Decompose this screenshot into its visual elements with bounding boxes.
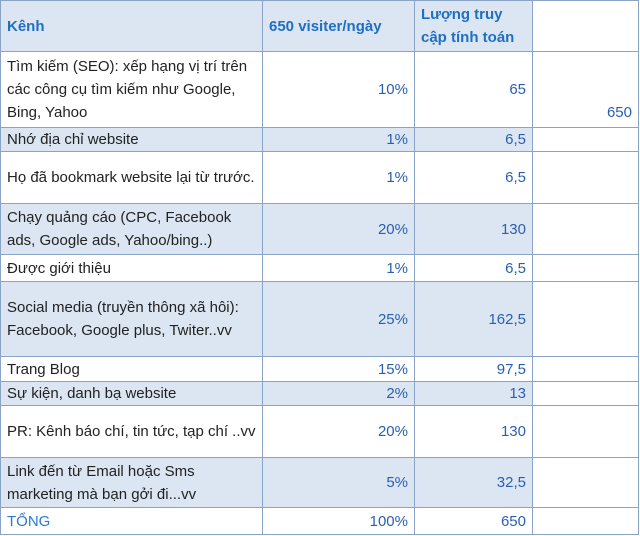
visits-cell: 6,5	[414, 254, 533, 282]
visits-cell: 130	[414, 405, 533, 458]
table-row: Sự kiện, danh bạ website 2% 13	[0, 381, 639, 406]
visits-cell: 6,5	[414, 151, 533, 204]
visits-cell: 13	[414, 381, 533, 406]
extra-cell	[532, 457, 639, 508]
extra-cell	[532, 203, 639, 255]
percent-cell: 25%	[262, 281, 415, 357]
total-label: TỔNG	[0, 507, 263, 535]
table-row: Tìm kiếm (SEO): xếp hạng vị trí trên các…	[0, 51, 639, 128]
table-row: Social media (truyền thông xã hôi): Face…	[0, 281, 639, 357]
table-row: Chạy quảng cáo (CPC, Facebook ads, Googl…	[0, 203, 639, 255]
percent-cell: 1%	[262, 254, 415, 282]
percent-cell: 10%	[262, 51, 415, 128]
percent-cell: 1%	[262, 151, 415, 204]
visits-cell: 65	[414, 51, 533, 128]
header-row: Kênh 650 visiter/ngày Lượng truy cập tín…	[0, 0, 639, 52]
header-visitors-per-day: 650 visiter/ngày	[262, 0, 415, 52]
percent-cell: 5%	[262, 457, 415, 508]
table-row: Họ đã bookmark website lại từ trước. 1% …	[0, 151, 639, 204]
header-extra	[532, 0, 639, 52]
channel-cell: Được giới thiệu	[0, 254, 263, 282]
extra-cell	[532, 381, 639, 406]
percent-cell: 2%	[262, 381, 415, 406]
extra-cell	[532, 405, 639, 458]
header-calculated-traffic: Lượng truy cập tính toán	[414, 0, 533, 52]
channel-cell: Social media (truyền thông xã hôi): Face…	[0, 281, 263, 357]
extra-cell	[532, 254, 639, 282]
percent-cell: 20%	[262, 203, 415, 255]
channel-cell: Tìm kiếm (SEO): xếp hạng vị trí trên các…	[0, 51, 263, 128]
table-row: Link đến từ Email hoặc Sms marketing mà …	[0, 457, 639, 508]
table-row: Nhớ địa chỉ website 1% 6,5	[0, 127, 639, 152]
visits-cell: 32,5	[414, 457, 533, 508]
table-row: Được giới thiệu 1% 6,5	[0, 254, 639, 282]
channel-cell: Link đến từ Email hoặc Sms marketing mà …	[0, 457, 263, 508]
table-row: Trang Blog 15% 97,5	[0, 356, 639, 382]
visits-cell: 130	[414, 203, 533, 255]
total-row: TỔNG 100% 650	[0, 507, 639, 535]
percent-cell: 20%	[262, 405, 415, 458]
table-row: PR: Kênh báo chí, tin tức, tạp chí ..vv …	[0, 405, 639, 458]
extra-cell	[532, 281, 639, 357]
extra-cell	[532, 151, 639, 204]
visits-cell: 97,5	[414, 356, 533, 382]
extra-cell: 650	[532, 51, 639, 128]
percent-cell: 15%	[262, 356, 415, 382]
channel-cell: Sự kiện, danh bạ website	[0, 381, 263, 406]
channel-cell: PR: Kênh báo chí, tin tức, tạp chí ..vv	[0, 405, 263, 458]
extra-cell	[532, 127, 639, 152]
total-percent: 100%	[262, 507, 415, 535]
total-visits: 650	[414, 507, 533, 535]
channel-cell: Chạy quảng cáo (CPC, Facebook ads, Googl…	[0, 203, 263, 255]
total-extra	[532, 507, 639, 535]
channel-cell: Họ đã bookmark website lại từ trước.	[0, 151, 263, 204]
channel-cell: Nhớ địa chỉ website	[0, 127, 263, 152]
header-channel: Kênh	[0, 0, 263, 52]
visits-cell: 162,5	[414, 281, 533, 357]
visits-cell: 6,5	[414, 127, 533, 152]
extra-cell	[532, 356, 639, 382]
percent-cell: 1%	[262, 127, 415, 152]
channel-cell: Trang Blog	[0, 356, 263, 382]
